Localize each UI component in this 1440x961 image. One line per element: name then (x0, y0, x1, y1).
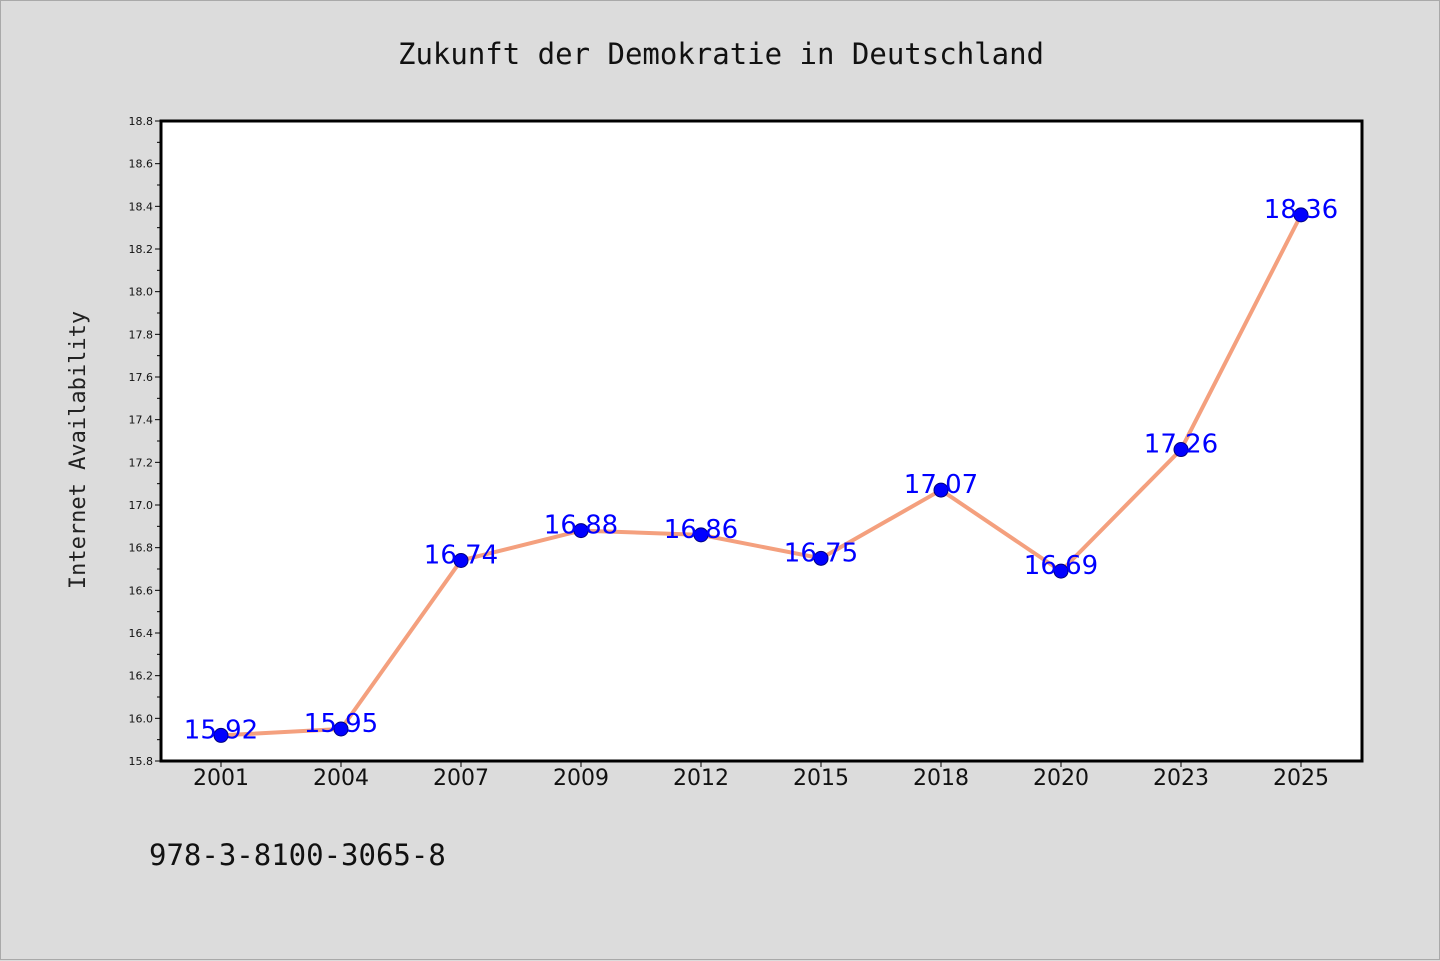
data-point (573, 523, 589, 539)
x-tick-label: 2023 (1153, 766, 1209, 791)
y-tick-label: 17.2 (129, 456, 154, 469)
x-tick-labels: 2001 2004 2007 2009 2012 2015 2018 2020 2023 2025 (193, 766, 1329, 791)
data-point (213, 727, 229, 743)
y-tick-label: 16.2 (129, 670, 154, 683)
x-tick-label: 2015 (793, 766, 849, 791)
data-label: 17.07 (904, 470, 978, 500)
data-label: 16.86 (664, 515, 738, 545)
data-point (333, 721, 349, 737)
y-tick-label: 16.6 (129, 584, 154, 597)
data-point (693, 527, 709, 543)
x-tick-label: 2025 (1273, 766, 1329, 791)
y-tick-label: 18.0 (129, 286, 154, 299)
x-tick-label: 2007 (433, 766, 489, 791)
y-tick-label: 18.4 (129, 200, 154, 213)
plot-frame (159, 119, 1364, 763)
data-label: 17.26 (1144, 430, 1218, 460)
data-point (933, 482, 949, 498)
data-point (1173, 442, 1189, 458)
data-point (453, 552, 469, 568)
axis-ticks: 15.8 16.0 16.2 16.4 16.6 16.8 17.0 17.2 17.4 17.6… (129, 115, 1302, 768)
x-tick-label: 2018 (913, 766, 969, 791)
y-axis-label: Internet Availability (66, 311, 91, 589)
y-tick-label: 16.4 (129, 627, 154, 640)
data-point (1293, 207, 1309, 223)
data-point (1053, 563, 1069, 579)
data-label: 15.95 (304, 709, 378, 739)
series-layer: 15.92 15.95 16.74 16.88 16.86 16.75 17.07 16.69… (184, 195, 1338, 746)
data-label: 18.36 (1264, 195, 1338, 225)
x-tick-label: 2001 (193, 766, 249, 791)
chart-title: Zukunft der Demokratie in Deutschland (398, 37, 1044, 71)
data-label: 16.69 (1024, 551, 1098, 581)
y-tick-label: 16.0 (129, 712, 154, 725)
y-tick-label: 18.8 (129, 115, 154, 128)
y-tick-label: 15.8 (129, 755, 154, 768)
x-tick-label: 2020 (1033, 766, 1089, 791)
x-tick-label: 2009 (553, 766, 609, 791)
x-tick-label: 2012 (673, 766, 729, 791)
data-label: 15.92 (184, 715, 258, 745)
data-point (813, 550, 829, 566)
series-line (219, 212, 1303, 738)
isbn-text: 978-3-8100-3065-8 (149, 838, 446, 872)
y-tick-label: 17.4 (129, 414, 154, 427)
y-tick-label: 17.8 (129, 328, 154, 341)
y-tick-label: 16.8 (129, 542, 154, 555)
y-tick-label: 17.6 (129, 371, 154, 384)
y-tick-label: 18.6 (129, 158, 154, 171)
y-tick-label: 17.0 (129, 499, 154, 512)
data-label: 16.75 (784, 538, 858, 568)
plot-area (161, 121, 1362, 761)
data-label: 16.74 (424, 540, 498, 570)
y-tick-label: 18.2 (129, 243, 154, 256)
data-label: 16.88 (544, 511, 618, 541)
x-tick-label: 2004 (313, 766, 369, 791)
